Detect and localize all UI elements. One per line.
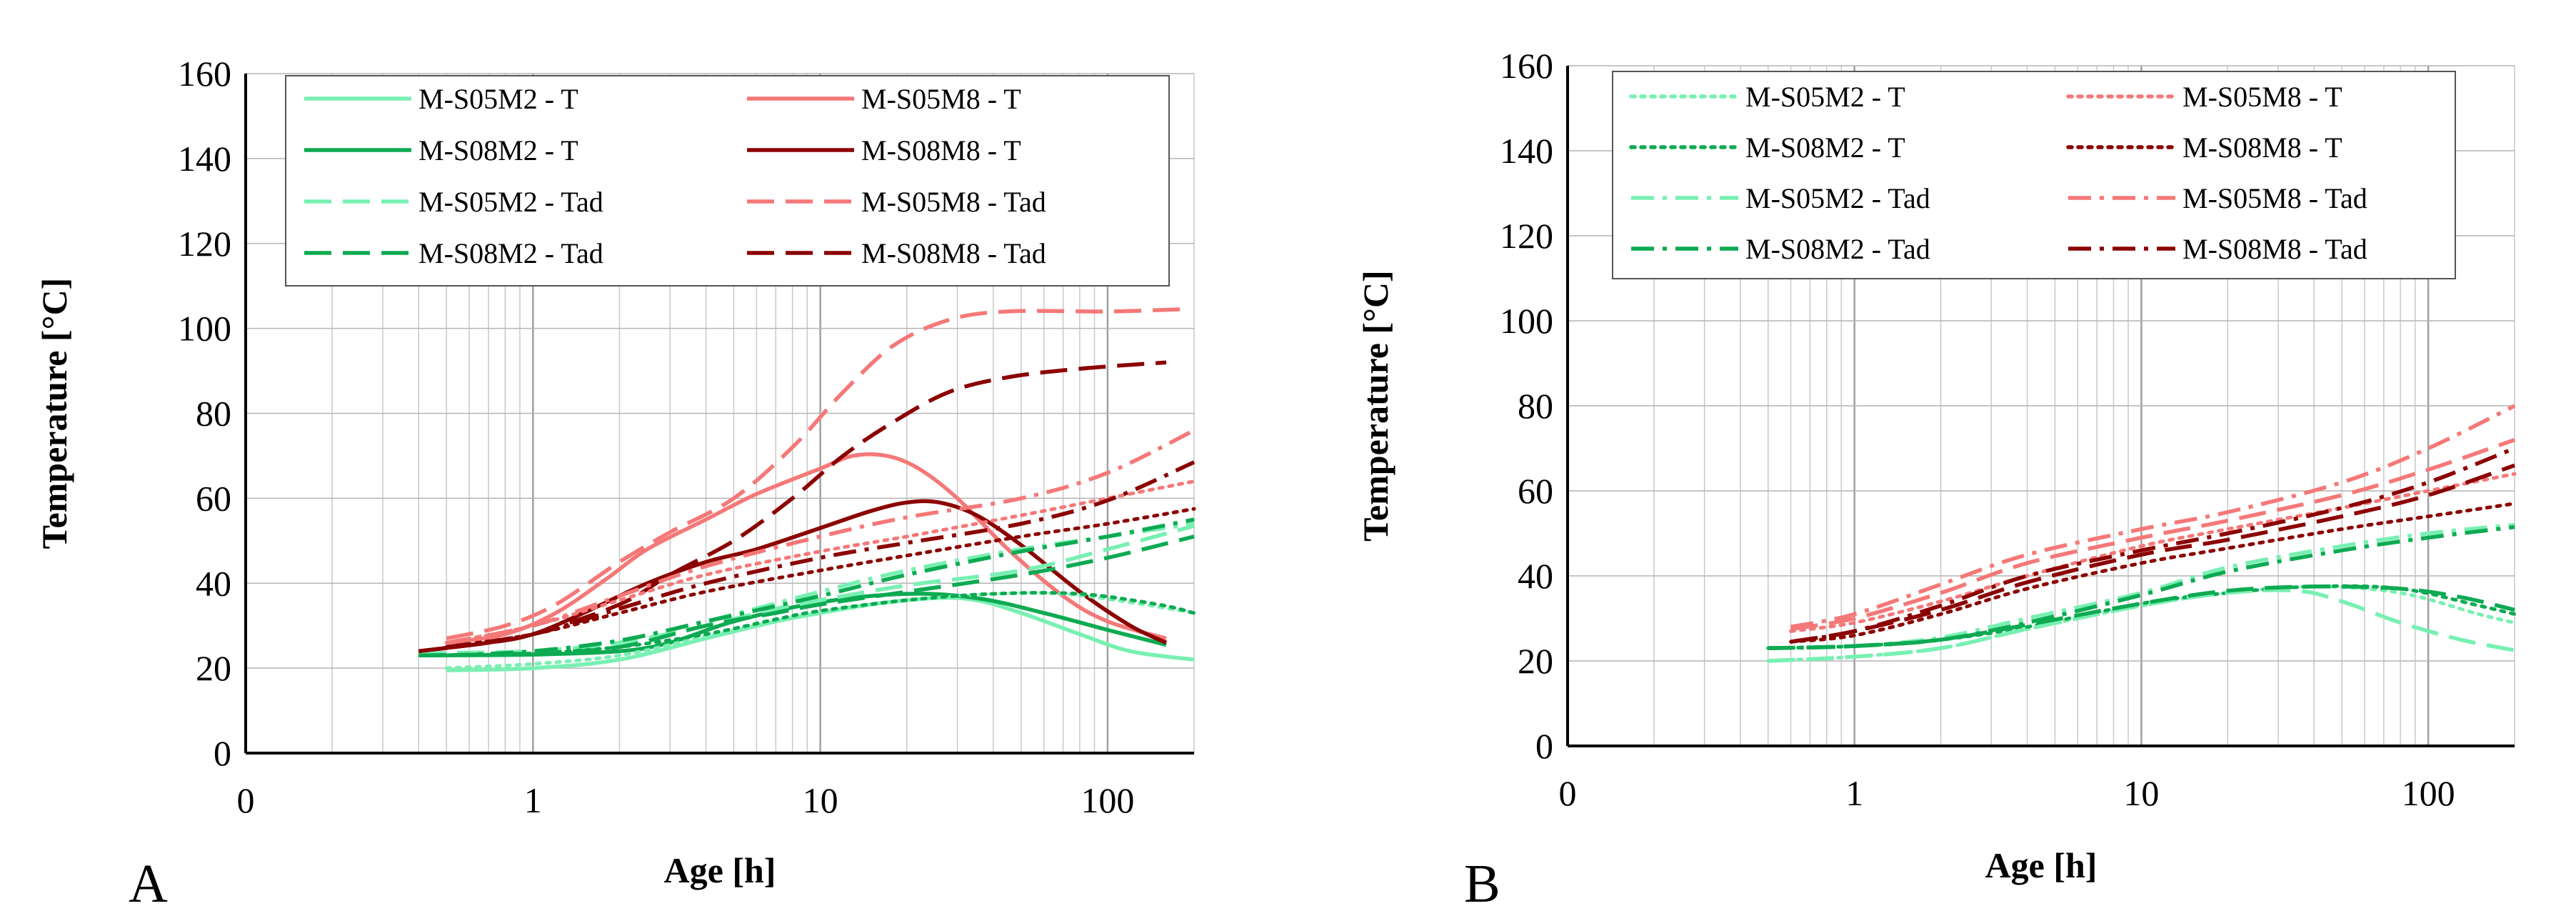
series-line-6 (419, 534, 1195, 658)
x-tick-label: 10 (2123, 773, 2159, 813)
x-axis-title: Age [h] (664, 850, 776, 890)
y-tick-label: 20 (196, 648, 231, 688)
y-tick-label: 60 (1518, 471, 1553, 511)
series-line-15 (446, 428, 1196, 645)
series-line-2 (419, 592, 1167, 658)
series-line-7 (446, 307, 1181, 641)
series-line-5 (419, 524, 1195, 656)
y-tick-label: 100 (1500, 301, 1553, 341)
x-axis-title: Age [h] (1985, 845, 2098, 885)
legend-entry-label: M-S08M2 - T (419, 134, 578, 166)
y-tick-label: 160 (1500, 46, 1553, 86)
y-tick-label: 120 (1500, 216, 1553, 256)
y-tick-label: 140 (1500, 131, 1553, 171)
legend: M-S05M2 - T M-S05M8 - T M-S08M2 - T M-S08M8… (1612, 71, 2456, 279)
x-tick-label: 10 (803, 780, 838, 820)
legend-entry-label: M-S08M2 - Tad (1745, 233, 1930, 265)
x-tick-label: 0 (1559, 773, 1577, 813)
x-tick-label: 0 (237, 780, 255, 820)
legend-entry-label: M-S05M8 - T (861, 83, 1021, 115)
legend-entry-label: M-S08M2 - Tad (419, 237, 603, 269)
y-tick-label: 20 (1518, 641, 1553, 681)
legend: M-S05M2 - T M-S05M8 - T M-S08M2 - T M-S08M8… (285, 75, 1170, 287)
legend-entry-label: M-S08M8 - Tad (861, 237, 1046, 269)
y-tick-label: 40 (1518, 556, 1553, 596)
series-line-7 (1790, 404, 2516, 629)
y-axis-title: Temperature [°C] (34, 278, 74, 549)
series-line-12 (1790, 463, 2515, 644)
legend-entry-label: M-S05M2 - Tad (419, 186, 603, 218)
series-line-11 (444, 479, 1196, 644)
legend-entry-label: M-S05M8 - Tad (2182, 182, 2367, 214)
panel-a: 0 20 40 60 80 100 120 140 160 0 1 10 100 Age [h] Tempe… (34, 54, 1196, 914)
series-line-4 (1789, 502, 2517, 644)
y-tick-label: 100 (178, 309, 231, 349)
series-line-12 (444, 507, 1196, 649)
series-line-3 (1789, 472, 2517, 633)
panel-label: A (129, 854, 168, 912)
x-tick-label: 100 (1081, 780, 1134, 820)
y-axis-title: Temperature [°C] (1355, 270, 1395, 542)
y-tick-label: 0 (214, 733, 231, 773)
y-tick-label: 0 (1535, 726, 1553, 766)
legend-entry-label: M-S05M2 - Tad (1745, 182, 1930, 214)
legend-entry-label: M-S08M8 - T (861, 134, 1021, 166)
legend-entry-label: M-S08M2 - T (1745, 131, 1905, 164)
y-tick-label: 160 (178, 54, 231, 94)
series-line-10 (1768, 584, 2515, 650)
y-tick-label: 80 (196, 394, 231, 434)
x-tick-label: 100 (2402, 773, 2455, 813)
panel-label: B (1464, 854, 1500, 912)
series-line-4 (418, 499, 1168, 654)
legend-entry-label: M-S05M8 - T (2182, 81, 2342, 113)
y-tick-label: 60 (196, 478, 231, 518)
y-tick-label: 80 (1518, 386, 1553, 426)
y-tick-label: 140 (178, 139, 231, 179)
series-line-9 (1768, 588, 2515, 663)
series-group (1766, 404, 2517, 663)
x-tick-label: 1 (1845, 773, 1863, 813)
panel-b: 0 20 40 60 80 100 120 140 160 0 1 10 100 Age [h] Tempe… (1355, 46, 2517, 914)
series-group (418, 307, 1196, 672)
legend-entry-label: M-S05M2 - T (419, 83, 578, 115)
legend-box (285, 75, 1170, 287)
legend-box (1612, 71, 2456, 279)
legend-entry-label: M-S08M8 - T (2182, 131, 2342, 164)
series-line-10 (444, 591, 1196, 657)
series-line-11 (1790, 437, 2515, 632)
legend-entry-label: M-S05M2 - T (1745, 81, 1905, 113)
legend-entry-label: M-S05M8 - Tad (861, 186, 1046, 218)
series-line-8 (1790, 446, 2516, 644)
x-tick-label: 1 (524, 780, 542, 820)
y-tick-label: 120 (178, 224, 231, 264)
y-tick-label: 40 (196, 563, 231, 603)
legend-entry-label: M-S08M8 - Tad (2182, 233, 2367, 265)
